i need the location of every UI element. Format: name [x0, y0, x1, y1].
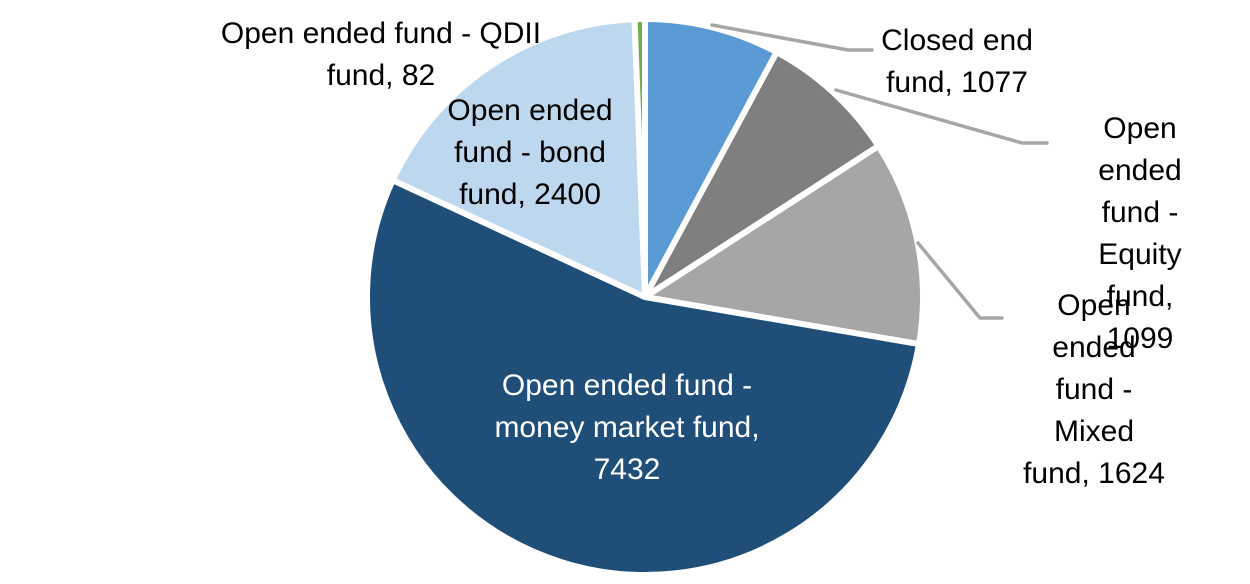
- pie-slices-group: [364, 16, 926, 578]
- leader-line-closed-end-fund: [710, 23, 874, 52]
- data-label-qdii-fund: Open ended fund - QDII fund, 82: [220, 17, 542, 92]
- data-label-closed-end-fund: Closed end fund, 1077: [881, 24, 1033, 99]
- pie-slice-qdii[interactable]: [631, 16, 648, 300]
- leader-lines-group: [710, 23, 1049, 320]
- data-label-equity-fund: Open ended fund - Equity fund, 1099: [1098, 112, 1182, 355]
- data-label-money-market-fund: Open ended fund - money market fund, 743…: [494, 369, 760, 486]
- pie-slice-bond[interactable]: [389, 16, 648, 300]
- data-label-mixed-fund: Open ended fund - Mixed fund, 1624: [1023, 289, 1165, 490]
- data-label-bond-fund: Open ended fund - bond fund, 2400: [447, 94, 613, 211]
- pie-slice-equity[interactable]: [642, 49, 882, 300]
- pie-slice-money_market[interactable]: [364, 177, 922, 578]
- pie-slice-closed_end[interactable]: [642, 16, 780, 300]
- leader-line-equity-fund: [834, 88, 1049, 145]
- pie-slice-mixed[interactable]: [642, 143, 926, 348]
- leader-line-mixed-fund: [916, 241, 1004, 320]
